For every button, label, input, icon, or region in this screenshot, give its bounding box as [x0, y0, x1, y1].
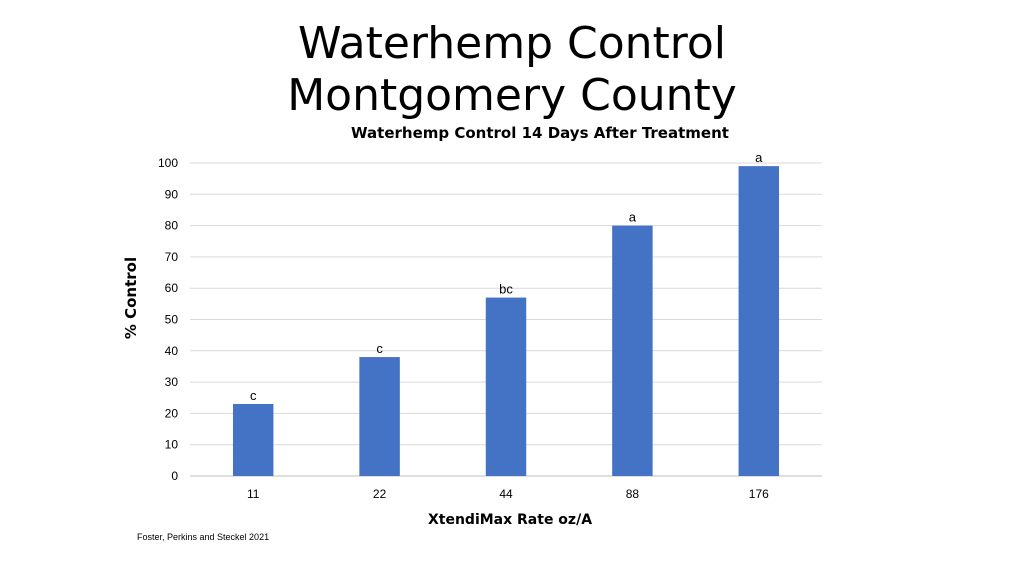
y-tick-label: 90	[165, 187, 179, 201]
bar	[612, 225, 653, 476]
y-tick-label: 20	[165, 406, 179, 420]
slide-title-line-1: Waterhemp Control	[297, 18, 727, 69]
data-label: a	[755, 150, 763, 165]
bar	[485, 297, 527, 476]
data-label: c	[376, 341, 383, 356]
bar	[232, 404, 274, 476]
y-tick-label: 10	[165, 438, 179, 452]
data-label: a	[629, 210, 637, 225]
y-tick-label: 40	[165, 344, 179, 358]
y-tick-label: 50	[165, 313, 179, 327]
bar	[738, 166, 780, 476]
credit-text: Foster, Perkins and Steckel 2021	[137, 532, 270, 542]
y-tick-label: 0	[171, 469, 178, 483]
y-tick-label: 70	[165, 250, 179, 264]
y-tick-label: 30	[165, 375, 179, 389]
bar	[359, 357, 400, 476]
slide-title: Waterhemp Control Montgomery County	[0, 18, 1024, 122]
data-label: bc	[499, 282, 513, 297]
x-tick-label: 11	[247, 487, 260, 501]
y-tick-label: 60	[165, 281, 179, 295]
x-tick-label: 176	[749, 487, 769, 501]
x-tick-label: 88	[626, 487, 640, 501]
chart-title: Waterhemp Control 14 Days After Treatmen…	[351, 124, 729, 142]
x-tick-label: 22	[373, 487, 387, 501]
x-tick-label: 44	[499, 487, 513, 501]
y-tick-label: 100	[158, 156, 178, 170]
y-tick-label: 80	[165, 219, 179, 233]
slide-title-line-2: Montgomery County	[287, 70, 737, 121]
x-axis-label: XtendiMax Rate oz/A	[427, 512, 593, 528]
data-label: c	[250, 388, 257, 403]
